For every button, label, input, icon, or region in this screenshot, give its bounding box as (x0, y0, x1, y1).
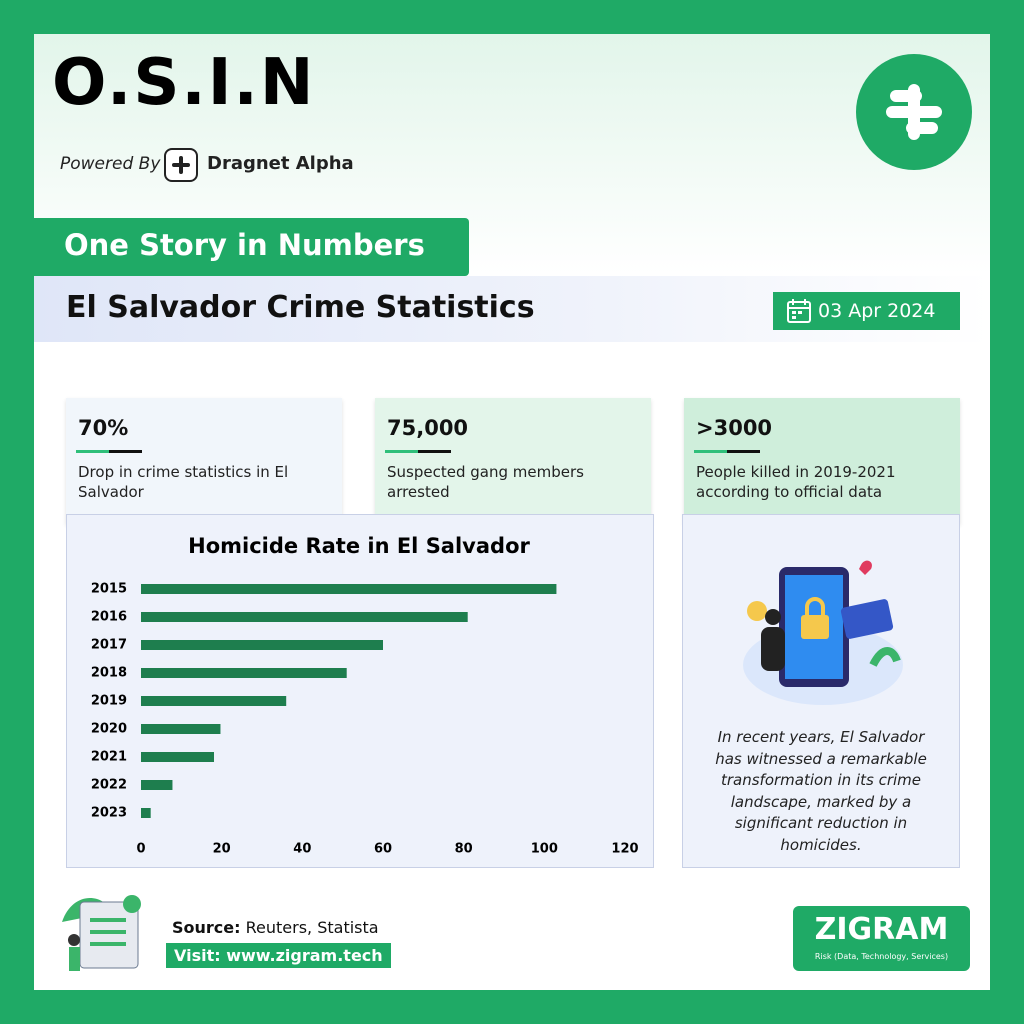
footer-illustration (62, 895, 141, 971)
x-tick-label: 80 (455, 842, 473, 857)
source: Source: Reuters, Statista (172, 918, 379, 937)
zigram-logo: ZIGRAM Risk (Data, Technology, Services) (793, 906, 970, 971)
x-tick-label: 20 (213, 842, 231, 857)
stat-value: 75,000 (387, 416, 469, 440)
y-tick-label: 2016 (91, 610, 127, 625)
x-tick-label: 40 (293, 842, 311, 857)
bar (141, 808, 151, 818)
bar (141, 780, 173, 790)
stat-value: >3000 (696, 416, 773, 440)
stat-card: >3000 People killed in 2019-2021 accordin… (684, 398, 960, 524)
y-tick-label: 2018 (91, 666, 127, 681)
tagline: Risk (Data, Technology, Services) (814, 952, 949, 961)
stat-label: Drop in crime statistics in El Salvador (78, 463, 289, 501)
chart-title: Homicide Rate in El Salvador (188, 534, 530, 558)
logo (856, 54, 972, 170)
date-box (773, 292, 960, 330)
bar (141, 724, 221, 734)
source-label: Source: (172, 918, 241, 937)
stat-card: 70% Drop in crime statistics in El Salvad… (66, 398, 342, 524)
logo-text: ZIGRAM (814, 912, 949, 947)
y-tick-label: 2023 (91, 806, 127, 821)
bar (141, 696, 287, 706)
bar (141, 668, 347, 678)
chart: Homicide Rate in El Salvador 0 20 40 60 80 10… (66, 514, 654, 868)
bar (141, 752, 215, 762)
stat-value: 70% (78, 416, 129, 440)
y-tick-label: 2020 (91, 722, 127, 737)
story: In recent years, El Salvador has witness… (715, 728, 927, 854)
date: 03 Apr 2024 (818, 300, 936, 322)
story-panel: In recent years, El Salvador has witness… (682, 514, 960, 868)
y-tick-label: 2017 (91, 638, 127, 653)
banner: One Story in Numbers (64, 228, 425, 262)
bar (141, 612, 468, 622)
headline: El Salvador Crime Statistics (66, 290, 535, 325)
powered-by: Powered By (60, 154, 161, 174)
bar (141, 640, 383, 650)
bar (141, 584, 557, 594)
x-tick-label: 0 (136, 842, 145, 857)
stat-label: Suspected gang members arrested (387, 463, 584, 501)
x-tick-label: 120 (611, 842, 638, 857)
y-tick-label: 2021 (91, 750, 127, 765)
brand-icon (164, 148, 198, 182)
source-text: Reuters, Statista (245, 918, 379, 937)
x-tick-label: 100 (531, 842, 558, 857)
card: O.S.I.N Powered By Dragnet Alpha One Sto… (34, 34, 990, 990)
brand: Dragnet Alpha (207, 153, 354, 174)
y-tick-label: 2022 (91, 778, 127, 793)
y-tick-label: 2015 (91, 582, 127, 597)
calendar-icon (787, 299, 811, 323)
stat-card: 75,000 Suspected gang members arrested (375, 398, 651, 524)
y-tick-label: 2019 (91, 694, 127, 709)
stat-label: People killed in 2019-2021 according to … (696, 463, 896, 501)
visit[interactable]: Visit: www.zigram.tech (166, 943, 391, 968)
title: O.S.I.N (52, 46, 316, 120)
banner-bg (34, 218, 469, 276)
x-tick-label: 60 (374, 842, 392, 857)
illustration (743, 560, 903, 705)
